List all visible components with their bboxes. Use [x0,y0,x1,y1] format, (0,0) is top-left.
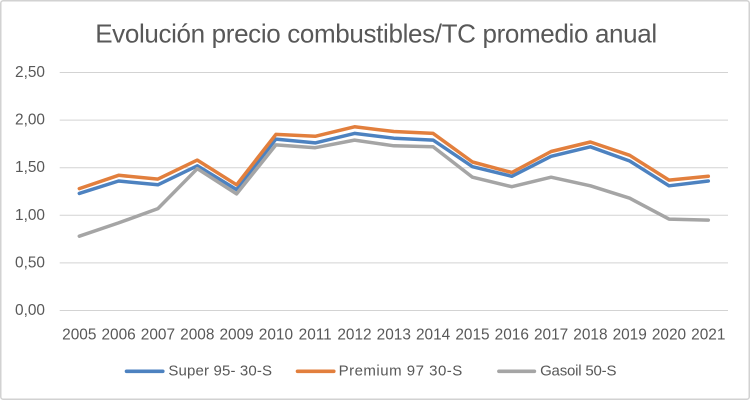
svg-text:2017: 2017 [534,326,568,343]
svg-text:2019: 2019 [613,326,647,343]
svg-text:2008: 2008 [180,326,214,343]
svg-text:1,00: 1,00 [15,207,45,224]
svg-text:2021: 2021 [691,326,725,343]
svg-text:2012: 2012 [337,326,371,343]
svg-text:2006: 2006 [101,326,135,343]
svg-text:2005: 2005 [62,326,96,343]
svg-text:0,00: 0,00 [15,302,45,319]
svg-text:2018: 2018 [573,326,607,343]
svg-text:1,50: 1,50 [15,159,45,176]
svg-text:Evolución precio combustibles/: Evolución precio combustibles/TC promedi… [95,19,657,49]
svg-text:Super 95- 30-S: Super 95- 30-S [168,363,272,380]
svg-text:2010: 2010 [259,326,293,343]
svg-text:2014: 2014 [416,326,451,343]
svg-text:2013: 2013 [377,326,411,343]
svg-text:2,00: 2,00 [15,112,45,129]
svg-text:2,50: 2,50 [15,64,45,81]
svg-text:2011: 2011 [299,326,332,343]
svg-text:2015: 2015 [455,326,489,343]
svg-text:2009: 2009 [219,326,253,343]
svg-text:0,50: 0,50 [15,254,45,271]
svg-text:2016: 2016 [495,326,529,343]
svg-text:2020: 2020 [652,326,686,343]
svg-text:2007: 2007 [141,326,175,343]
svg-text:Premium 97 30-S: Premium 97 30-S [339,363,463,380]
svg-text:Gasoil 50-S: Gasoil 50-S [540,363,616,380]
